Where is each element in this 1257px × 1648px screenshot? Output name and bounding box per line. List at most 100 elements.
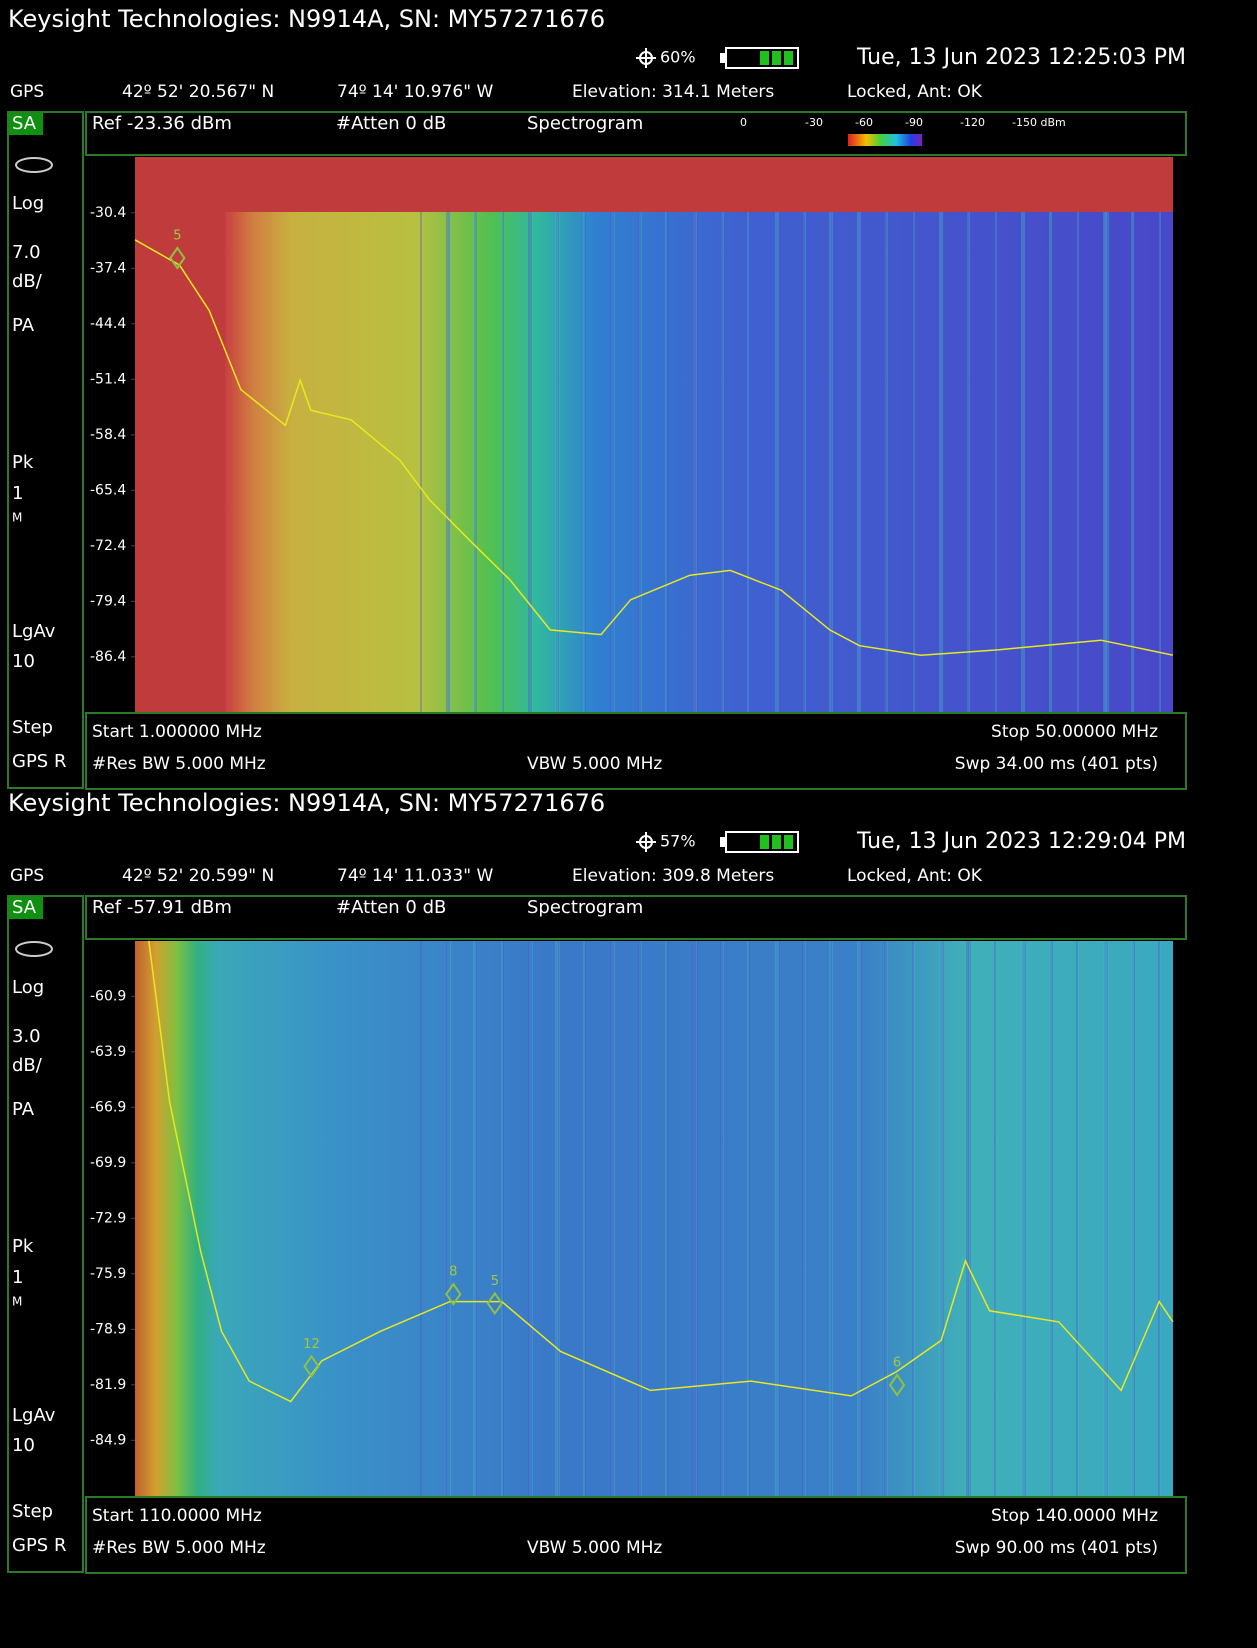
spectrogram-stripe [446,941,450,1496]
spectrogram-stripe [748,212,750,712]
spectrogram-stripe [831,941,833,1496]
spectrogram-stripe [720,941,723,1496]
spectrogram-stripe [748,941,750,1496]
y-tick-label: -72.4 [90,538,126,554]
gps-label: GPS [10,82,44,102]
spectrogram-stripe [1104,212,1108,712]
res-bw: #Res BW 5.000 MHz [92,1538,266,1558]
spectrogram-stripe [776,212,780,712]
spectrogram-stripe [721,941,724,1496]
spectrogram-stripe [994,941,996,1496]
marker [486,1291,504,1316]
spectrogram-stripe [529,941,533,1496]
battery-tip [720,837,726,847]
spectrogram-stripe [1158,212,1160,712]
spectrogram-stripe [775,941,779,1496]
sidebar-label: 7.0 [12,242,41,263]
spectrogram-stripe [502,941,504,1496]
spectrogram-stripe [1050,212,1053,712]
ref-level: Ref -57.91 dBm [92,897,232,918]
spectrogram-stripe [501,941,503,1496]
gps-latitude: 42º 52' 20.567" N [122,82,274,102]
sidebar-icon [15,941,53,957]
spectrogram-stripe [447,212,451,712]
spectrogram-stripe [528,941,532,1496]
spectrogram-stripe [1131,941,1134,1496]
sidebar-label: LgAv [12,621,56,642]
attenuation: #Atten 0 dB [336,113,446,134]
colorbar-label: 0 [740,116,747,129]
spectrogram-stripe [1076,212,1078,712]
spectrogram-stripe [501,212,503,712]
spectrogram-stripe [831,212,833,712]
y-tick-label: -58.4 [90,427,126,443]
battery-cell [784,835,793,849]
sidebar-label: dB/ [12,271,43,292]
spectrogram-stripe [940,941,944,1496]
spectrogram-stripe [1158,941,1160,1496]
colorbar-label: -30 [805,116,823,129]
spectrogram-stripe [1131,212,1134,712]
spectrogram-stripe [583,212,585,712]
trace [134,239,1174,656]
y-tick-label: -30.4 [90,205,126,221]
y-tick-label: -75.9 [90,1266,126,1282]
battery-percent: 57% [660,832,696,851]
vbw: VBW 5.000 MHz [527,1538,662,1558]
gps-elevation: Elevation: 314.1 Meters [572,82,774,102]
gps-longitude: 74º 14' 10.976" W [337,82,493,102]
view-mode: Spectrogram [527,897,643,918]
attenuation: #Atten 0 dB [336,897,446,918]
y-tick-label: -86.4 [90,649,126,665]
info-box [85,111,1187,156]
spectrogram-stripe [802,212,805,712]
spectrogram-stripe [829,941,831,1496]
spectrogram-stripe [775,212,779,712]
sidebar-label: 3.0 [12,1026,41,1047]
spectrogram-stripe [665,212,667,712]
spectrogram-stripe [830,212,832,712]
spectrogram-stripe [420,212,422,712]
marker-label: 6 [893,1356,901,1371]
spectrogram-stripe [584,212,586,712]
spectrogram-stripe [528,212,532,712]
spectrogram-stripe [803,941,806,1496]
sidebar-label: 10 [12,1435,35,1456]
spectrogram-stripe [639,212,642,712]
spectrogram-stripe [913,212,915,712]
spectrogram-stripe [968,212,971,712]
spectrogram-stripe [885,941,888,1496]
spectrogram-stripe [1105,212,1109,712]
battery-cell [784,51,793,65]
battery-cell [772,835,781,849]
spectrogram-stripe [610,212,614,712]
marker [445,1282,462,1306]
spectrogram-stripe [966,212,969,712]
spectrogram-stripe [1022,212,1026,712]
spectrogram-stripe [1159,941,1161,1496]
spectrogram-stripe [666,212,668,712]
spectrogram-stripe [747,212,749,712]
ref-level: Ref -23.36 dBm [92,113,232,134]
spectrogram [225,212,1173,712]
sidebar-label: Pk [12,1236,34,1257]
sidebar-label: 10 [12,651,35,672]
spectrogram-stripe [995,941,997,1496]
spectrogram-stripe [968,941,971,1496]
spectrogram-stripe [939,941,943,1496]
mode-highlight [9,113,43,135]
y-tick-label: -60.9 [90,988,126,1004]
spectrogram-stripe [555,212,558,712]
y-tick-label: -66.9 [90,1099,126,1115]
spectrogram-stripe [639,941,642,1496]
spectrogram-stripe [1159,212,1161,712]
spectrogram-stripe [721,212,724,712]
sidebar-frame [7,895,84,1573]
res-bw: #Res BW 5.000 MHz [92,754,266,774]
spectrogram-stripe [803,212,806,712]
spectrogram-stripe [474,941,477,1496]
colorbar [848,134,922,146]
device-title: Keysight Technologies: N9914A, SN: MY572… [8,5,605,33]
